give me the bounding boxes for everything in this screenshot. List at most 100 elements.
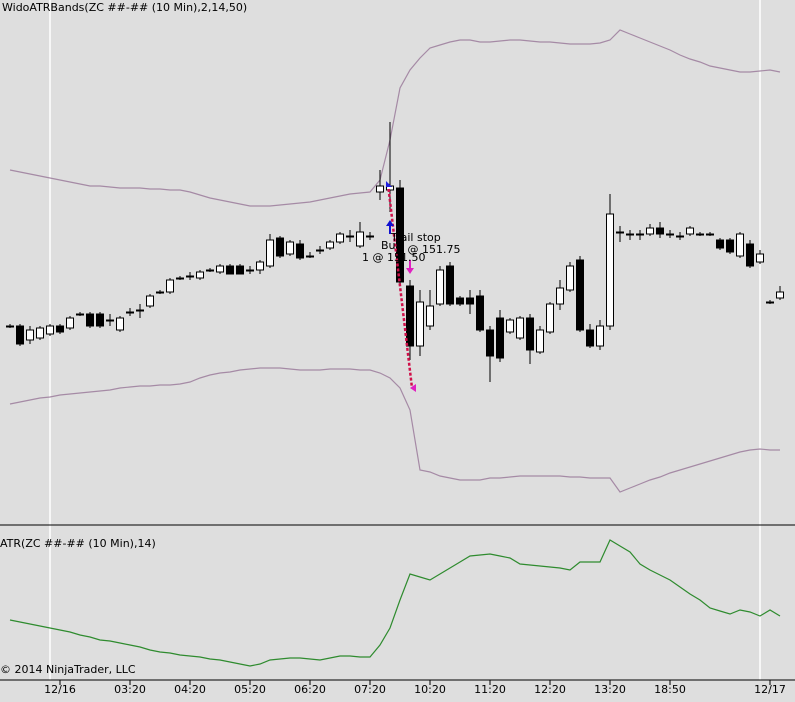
candle-body <box>276 237 284 257</box>
candle-body <box>286 241 294 255</box>
x-tick-label: 03:20 <box>114 683 146 696</box>
candle-body <box>536 329 544 353</box>
candle-body <box>146 295 154 307</box>
candle-body <box>6 325 14 328</box>
x-tick-label: 12:20 <box>534 683 566 696</box>
candle-body <box>266 239 274 267</box>
chart-title: WidoATRBands(ZC ##-## (10 Min),2,14,50) <box>2 1 247 14</box>
candle-body <box>726 239 734 253</box>
candle-body <box>566 265 574 291</box>
candle-body <box>246 269 254 272</box>
candle-body <box>746 243 754 267</box>
candle-body <box>136 309 144 312</box>
candle-body <box>116 317 124 331</box>
candle-body <box>16 325 24 345</box>
plot: 12/16 03:20 04:20 05:20 06:20 07:20 10:20 11:20… <box>6 29 786 696</box>
candle-body <box>456 297 464 305</box>
annotation: 1 @ 151.50 <box>362 251 425 264</box>
candle-body <box>546 303 554 333</box>
candle-body <box>406 285 414 347</box>
candle-body <box>156 291 164 294</box>
candle-body <box>126 311 134 314</box>
x-tick-label: 10:20 <box>414 683 446 696</box>
candle-body <box>106 319 114 322</box>
candle-body <box>346 235 354 238</box>
candle-body <box>56 325 64 333</box>
candle-body <box>206 269 214 272</box>
candle-body <box>506 319 514 333</box>
annotation: 1 @ 151.75 <box>397 243 460 256</box>
candle-body <box>736 233 744 257</box>
candle-body <box>496 317 504 359</box>
candle-body <box>216 265 224 273</box>
x-tick-label: 12/16 <box>44 683 76 696</box>
candle-body <box>526 317 534 351</box>
candle-body <box>26 329 34 341</box>
candle-body <box>636 233 644 236</box>
candle-body <box>76 313 84 316</box>
candle-body <box>336 233 344 243</box>
trade-line <box>386 183 414 389</box>
x-tick-label: 07:20 <box>354 683 386 696</box>
x-tick-label: 13:20 <box>594 683 626 696</box>
exit-marker <box>410 384 416 392</box>
candle-body <box>656 227 664 235</box>
candle-body <box>396 187 404 283</box>
x-tick-label: 12/17 <box>754 683 786 696</box>
candle-body <box>416 301 424 347</box>
candle-body <box>756 253 764 263</box>
candle-body <box>516 317 524 339</box>
line-series <box>9 367 780 493</box>
candle-body <box>46 325 54 335</box>
candle-body <box>366 235 374 238</box>
candle-body <box>376 185 384 193</box>
candle-body <box>776 291 784 299</box>
candle-body <box>326 241 334 249</box>
candle-body <box>586 329 594 347</box>
candle-body <box>686 227 694 235</box>
candle-body <box>86 313 94 327</box>
candle-body <box>36 327 44 339</box>
entry-marker <box>386 181 392 187</box>
candle-body <box>306 255 314 258</box>
candle-body <box>696 233 704 236</box>
candle-body <box>556 287 564 305</box>
candle-body <box>186 275 194 278</box>
line-series <box>9 29 781 207</box>
candle-body <box>476 295 484 331</box>
candle-body <box>96 313 104 327</box>
candle-body <box>66 317 74 329</box>
candle-body <box>646 227 654 235</box>
candle-body <box>626 233 634 236</box>
x-tick-label: 06:20 <box>294 683 326 696</box>
candle-body <box>166 279 174 293</box>
candle-body <box>606 213 614 327</box>
candle-body <box>256 261 264 271</box>
candle-body <box>296 243 304 259</box>
x-tick-label: 05:20 <box>234 683 266 696</box>
candle-body <box>766 301 774 304</box>
x-tick-label: 11:20 <box>474 683 506 696</box>
candle-body <box>426 305 434 327</box>
annotation: Buy <box>381 239 403 252</box>
candle-body <box>196 271 204 279</box>
candle-body <box>706 233 714 236</box>
candle-body <box>616 231 624 234</box>
candle-body <box>226 265 234 275</box>
candle-body <box>676 235 684 238</box>
candle-body <box>236 265 244 275</box>
x-tick-label: 04:20 <box>174 683 206 696</box>
candle-body <box>576 259 584 331</box>
candle-body <box>316 249 324 252</box>
candle-body <box>596 325 604 347</box>
candle-body <box>466 297 474 305</box>
candle-body <box>486 329 494 357</box>
candle-body <box>716 239 724 249</box>
candle-body <box>436 269 444 305</box>
copyright: © 2014 NinjaTrader, LLC <box>0 663 136 676</box>
candle-body <box>666 233 674 236</box>
buy-arrow <box>386 220 394 234</box>
